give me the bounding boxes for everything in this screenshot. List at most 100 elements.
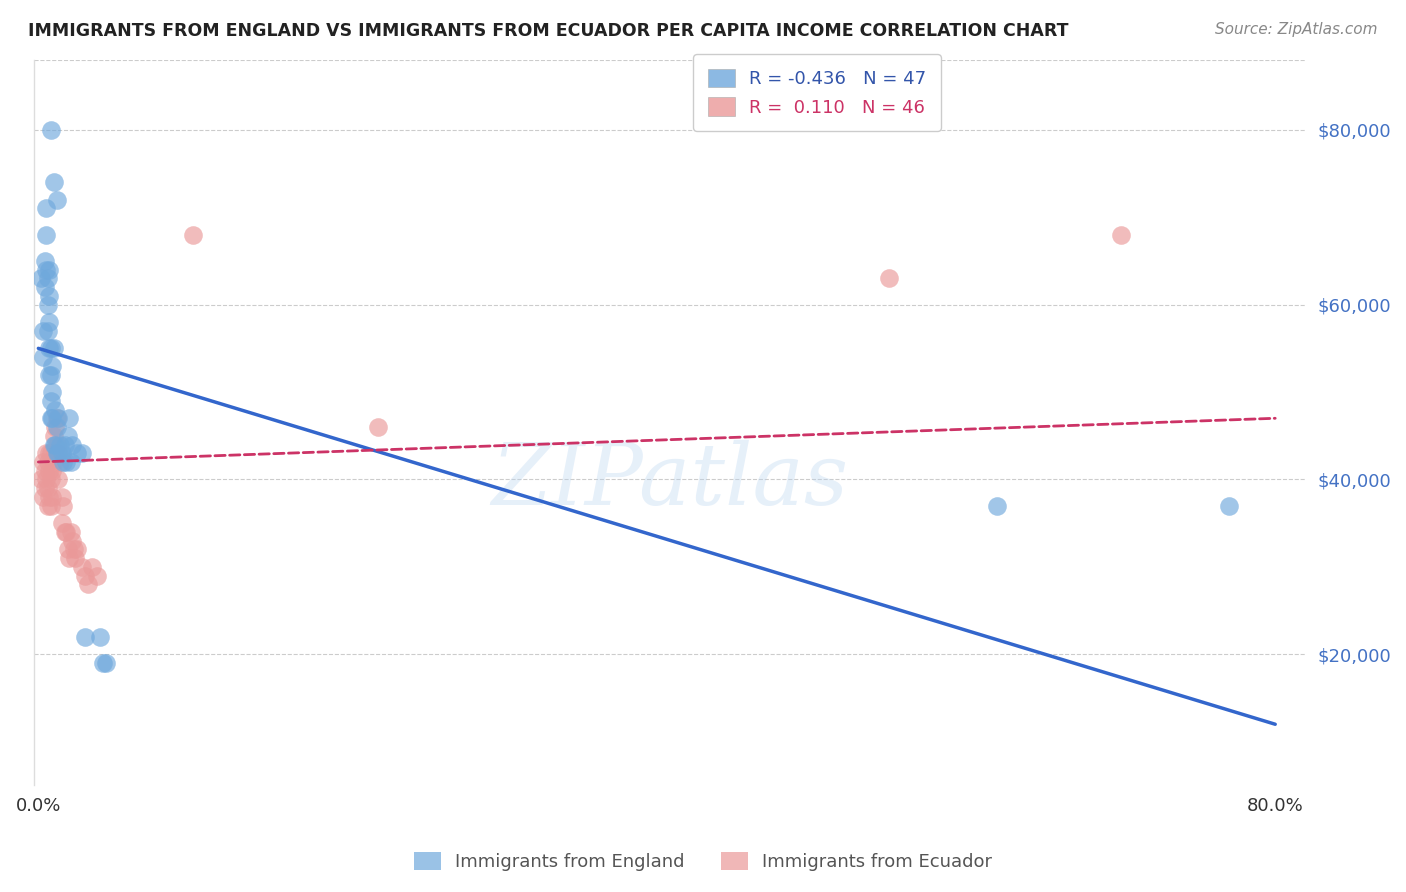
- Point: [42, 437, 65, 451]
- Point: [91, 656, 114, 670]
- Point: [49, 437, 72, 451]
- Point: [986, 499, 1008, 513]
- Point: [39, 393, 62, 408]
- Point: [32, 350, 55, 364]
- Point: [48, 411, 70, 425]
- Point: [39, 499, 62, 513]
- Point: [30, 271, 52, 285]
- Point: [89, 630, 111, 644]
- Point: [60, 533, 83, 548]
- Point: [42, 429, 65, 443]
- Point: [56, 429, 79, 443]
- Point: [51, 446, 73, 460]
- Point: [30, 473, 52, 487]
- Point: [45, 420, 67, 434]
- Point: [51, 490, 73, 504]
- Point: [66, 446, 89, 460]
- Point: [41, 385, 63, 400]
- Point: [38, 446, 60, 460]
- Point: [37, 499, 59, 513]
- Point: [32, 455, 55, 469]
- Point: [38, 289, 60, 303]
- Point: [41, 464, 63, 478]
- Point: [35, 202, 58, 216]
- Point: [56, 542, 79, 557]
- Point: [86, 568, 108, 582]
- Point: [35, 473, 58, 487]
- Point: [45, 437, 67, 451]
- Point: [52, 455, 75, 469]
- Point: [35, 446, 58, 460]
- Legend: Immigrants from England, Immigrants from Ecuador: Immigrants from England, Immigrants from…: [406, 845, 1000, 879]
- Point: [44, 420, 66, 434]
- Point: [39, 473, 62, 487]
- Point: [34, 254, 56, 268]
- Point: [42, 175, 65, 189]
- Point: [367, 420, 389, 434]
- Point: [45, 446, 67, 460]
- Point: [37, 481, 59, 495]
- Point: [41, 411, 63, 425]
- Point: [59, 455, 82, 469]
- Point: [38, 490, 60, 504]
- Legend: R = -0.436   N = 47, R =  0.110   N = 46: R = -0.436 N = 47, R = 0.110 N = 46: [693, 54, 941, 131]
- Point: [49, 455, 72, 469]
- Text: IMMIGRANTS FROM ENGLAND VS IMMIGRANTS FROM ECUADOR PER CAPITA INCOME CORRELATION: IMMIGRANTS FROM ENGLAND VS IMMIGRANTS FR…: [28, 22, 1069, 40]
- Point: [1218, 499, 1240, 513]
- Point: [37, 455, 59, 469]
- Point: [76, 577, 98, 591]
- Point: [44, 402, 66, 417]
- Point: [45, 411, 67, 425]
- Point: [35, 227, 58, 242]
- Point: [35, 262, 58, 277]
- Point: [38, 262, 60, 277]
- Point: [34, 481, 56, 495]
- Point: [73, 568, 96, 582]
- Point: [63, 542, 86, 557]
- Point: [48, 473, 70, 487]
- Point: [48, 446, 70, 460]
- Point: [38, 315, 60, 329]
- Point: [52, 499, 75, 513]
- Point: [38, 368, 60, 382]
- Point: [82, 560, 104, 574]
- Point: [44, 437, 66, 451]
- Point: [55, 455, 77, 469]
- Point: [70, 560, 93, 574]
- Point: [41, 359, 63, 373]
- Point: [96, 656, 118, 670]
- Point: [37, 271, 59, 285]
- Point: [1109, 227, 1132, 242]
- Point: [42, 455, 65, 469]
- Point: [65, 551, 87, 566]
- Point: [53, 437, 76, 451]
- Point: [58, 551, 80, 566]
- Point: [66, 542, 89, 557]
- Point: [39, 411, 62, 425]
- Point: [48, 446, 70, 460]
- Point: [59, 524, 82, 539]
- Point: [39, 368, 62, 382]
- Point: [58, 411, 80, 425]
- Point: [51, 516, 73, 531]
- Point: [38, 464, 60, 478]
- Point: [34, 280, 56, 294]
- Point: [39, 123, 62, 137]
- Point: [34, 464, 56, 478]
- Point: [37, 298, 59, 312]
- Point: [39, 446, 62, 460]
- Point: [53, 524, 76, 539]
- Point: [60, 437, 83, 451]
- Text: ZIPatlas: ZIPatlas: [491, 440, 848, 522]
- Point: [877, 271, 900, 285]
- Text: Source: ZipAtlas.com: Source: ZipAtlas.com: [1215, 22, 1378, 37]
- Point: [44, 446, 66, 460]
- Point: [45, 193, 67, 207]
- Point: [39, 342, 62, 356]
- Point: [73, 630, 96, 644]
- Point: [37, 324, 59, 338]
- Point: [42, 342, 65, 356]
- Point: [41, 490, 63, 504]
- Point: [32, 324, 55, 338]
- Point: [181, 227, 204, 242]
